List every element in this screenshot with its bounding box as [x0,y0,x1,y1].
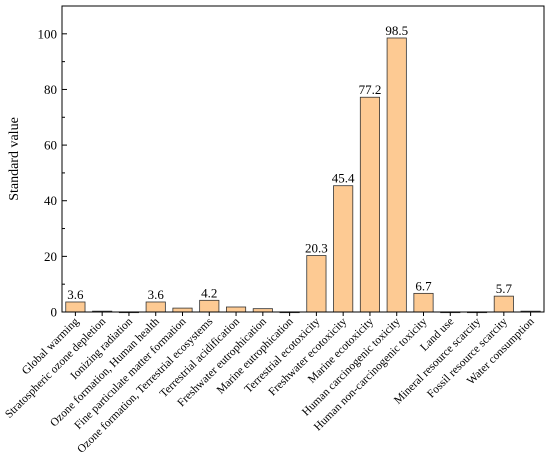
data-label: 6.7 [415,278,432,293]
data-label: 77.2 [359,82,382,97]
bar [199,299,220,313]
bar [386,37,407,313]
y-tick-label: 20 [44,249,57,264]
bar [172,307,193,313]
y-tick-label: 60 [44,138,57,153]
bar [226,306,247,313]
data-labels: 3.6 3.6 4.2 20.3 45.4 77.2 98.5 6.7 5.7 [67,23,512,302]
bar [65,301,86,313]
bars [65,37,541,314]
plot-frame [61,5,545,313]
bar [306,255,327,313]
data-label: 3.6 [67,287,84,302]
y-tick-label: 40 [44,193,57,208]
y-axis-title: Standard value [7,117,22,201]
bar [333,185,354,313]
data-label: 5.7 [496,281,513,296]
data-label: 4.2 [201,285,217,300]
data-label: 3.6 [148,287,165,302]
bar [493,295,514,313]
y-tick-label: 100 [38,26,58,41]
y-tick-label: 80 [44,82,57,97]
data-label: 45.4 [332,171,355,186]
y-axis-title-group: Standard value [7,117,22,201]
data-label: 98.5 [385,23,408,38]
bar [359,96,380,313]
bar [145,301,166,313]
y-tick-label: 0 [51,305,58,320]
data-label: 20.3 [305,241,328,256]
y-axis-ticks: 0 20 40 60 80 100 [38,26,67,320]
bar [252,308,273,313]
bar [413,292,434,313]
